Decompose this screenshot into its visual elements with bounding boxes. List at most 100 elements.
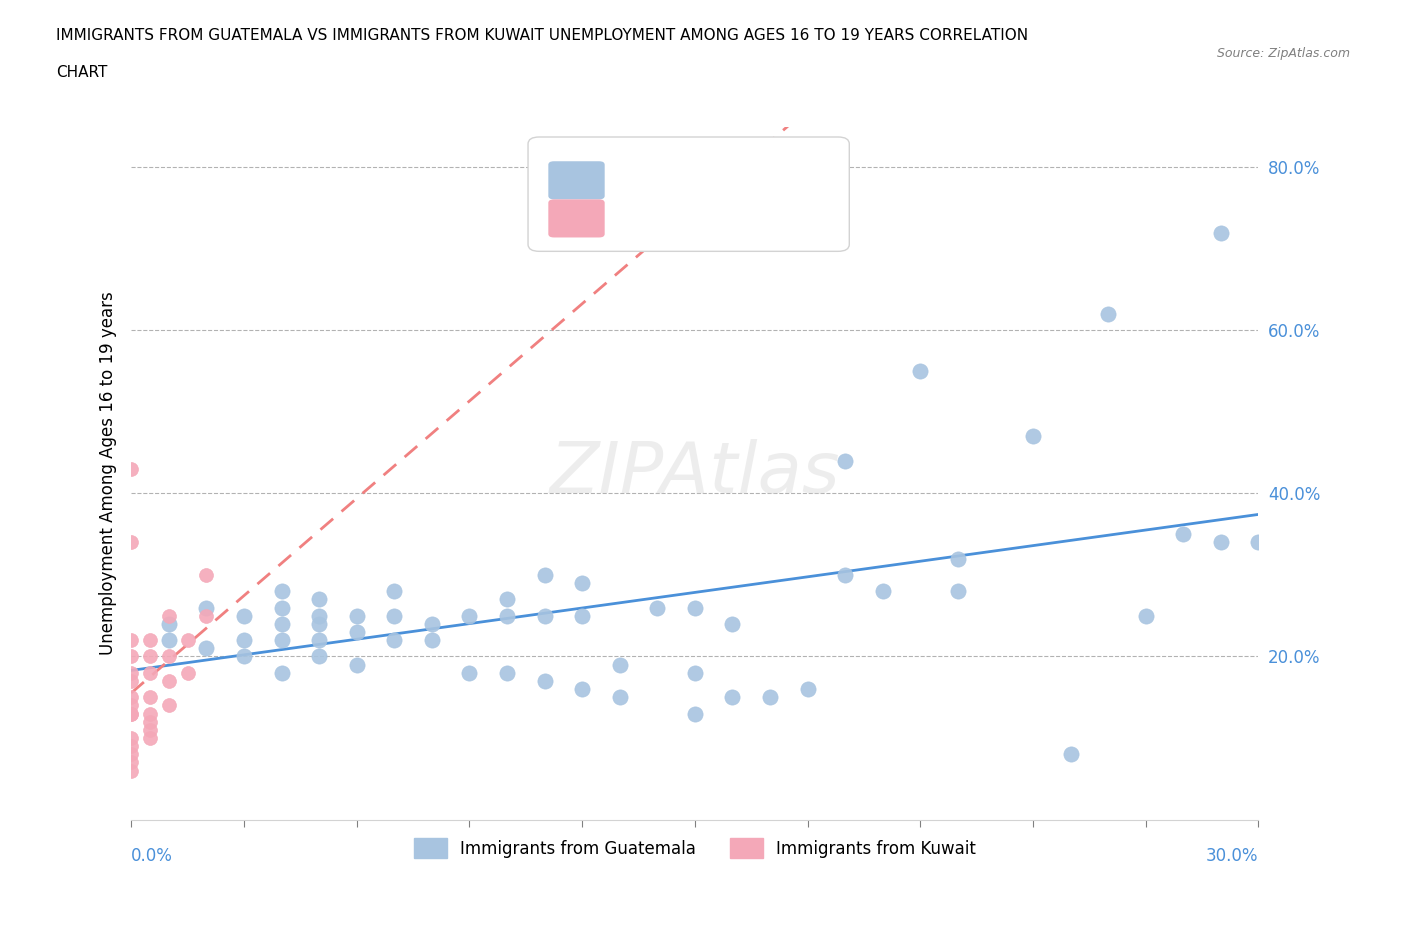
Point — [120, 731, 142, 746]
Point — [157, 698, 180, 713]
Legend: Immigrants from Guatemala, Immigrants from Kuwait: Immigrants from Guatemala, Immigrants fr… — [405, 830, 984, 867]
Point — [721, 690, 744, 705]
Point — [176, 632, 198, 647]
Point — [458, 608, 481, 623]
Point — [382, 608, 405, 623]
Point — [382, 584, 405, 599]
Point — [120, 690, 142, 705]
Point — [571, 576, 593, 591]
Point — [683, 600, 706, 615]
Point — [946, 551, 969, 566]
Point — [195, 567, 218, 582]
Point — [139, 714, 162, 729]
Point — [1022, 429, 1045, 444]
Point — [796, 682, 818, 697]
Point — [139, 690, 162, 705]
Text: CHART: CHART — [56, 65, 108, 80]
Point — [120, 673, 142, 688]
Point — [120, 632, 142, 647]
Point — [609, 690, 631, 705]
Point — [1059, 747, 1081, 762]
Point — [571, 682, 593, 697]
Point — [346, 625, 368, 640]
Point — [120, 665, 142, 680]
Point — [120, 706, 142, 721]
Point — [270, 617, 292, 631]
Point — [157, 632, 180, 647]
Point — [721, 617, 744, 631]
FancyBboxPatch shape — [529, 137, 849, 251]
Point — [195, 641, 218, 656]
FancyBboxPatch shape — [548, 161, 605, 199]
Point — [308, 649, 330, 664]
Point — [346, 608, 368, 623]
Point — [233, 632, 256, 647]
Point — [834, 567, 856, 582]
Point — [157, 649, 180, 664]
Point — [139, 665, 162, 680]
Text: 0.0%: 0.0% — [131, 847, 173, 865]
Text: Source: ZipAtlas.com: Source: ZipAtlas.com — [1216, 46, 1350, 60]
Point — [496, 608, 519, 623]
Point — [120, 706, 142, 721]
Y-axis label: Unemployment Among Ages 16 to 19 years: Unemployment Among Ages 16 to 19 years — [100, 291, 117, 655]
Text: 30.0%: 30.0% — [1206, 847, 1258, 865]
Point — [308, 617, 330, 631]
Point — [645, 600, 668, 615]
Point — [1097, 307, 1119, 322]
Point — [233, 608, 256, 623]
Point — [120, 738, 142, 753]
Point — [533, 608, 555, 623]
Point — [759, 690, 782, 705]
Point — [120, 747, 142, 762]
Point — [308, 608, 330, 623]
Point — [176, 665, 198, 680]
Text: R = 0.310   N = 55: R = 0.310 N = 55 — [613, 169, 799, 188]
Point — [120, 764, 142, 778]
Point — [139, 649, 162, 664]
Point — [157, 673, 180, 688]
Point — [139, 706, 162, 721]
Point — [382, 632, 405, 647]
Point — [496, 592, 519, 607]
Point — [270, 584, 292, 599]
Point — [120, 535, 142, 550]
Text: R = 0.015   N =  31: R = 0.015 N = 31 — [613, 209, 804, 227]
Point — [533, 673, 555, 688]
Point — [1209, 535, 1232, 550]
Point — [157, 617, 180, 631]
Point — [683, 706, 706, 721]
Point — [139, 723, 162, 737]
Point — [120, 755, 142, 770]
Point — [872, 584, 894, 599]
Point — [195, 608, 218, 623]
Point — [910, 364, 932, 379]
Point — [270, 600, 292, 615]
Point — [270, 665, 292, 680]
FancyBboxPatch shape — [548, 199, 605, 237]
Point — [270, 632, 292, 647]
Point — [496, 665, 519, 680]
Text: IMMIGRANTS FROM GUATEMALA VS IMMIGRANTS FROM KUWAIT UNEMPLOYMENT AMONG AGES 16 T: IMMIGRANTS FROM GUATEMALA VS IMMIGRANTS … — [56, 28, 1028, 43]
Point — [139, 731, 162, 746]
Point — [946, 584, 969, 599]
Point — [308, 632, 330, 647]
Point — [139, 632, 162, 647]
Point — [233, 649, 256, 664]
Point — [120, 461, 142, 476]
Point — [1209, 225, 1232, 240]
Point — [420, 632, 443, 647]
Point — [120, 698, 142, 713]
Point — [571, 608, 593, 623]
Point — [420, 617, 443, 631]
Point — [834, 454, 856, 469]
Point — [458, 665, 481, 680]
Point — [683, 665, 706, 680]
Point — [533, 567, 555, 582]
Point — [195, 600, 218, 615]
Point — [308, 592, 330, 607]
Point — [157, 608, 180, 623]
Point — [1247, 535, 1270, 550]
Point — [120, 649, 142, 664]
Point — [609, 658, 631, 672]
